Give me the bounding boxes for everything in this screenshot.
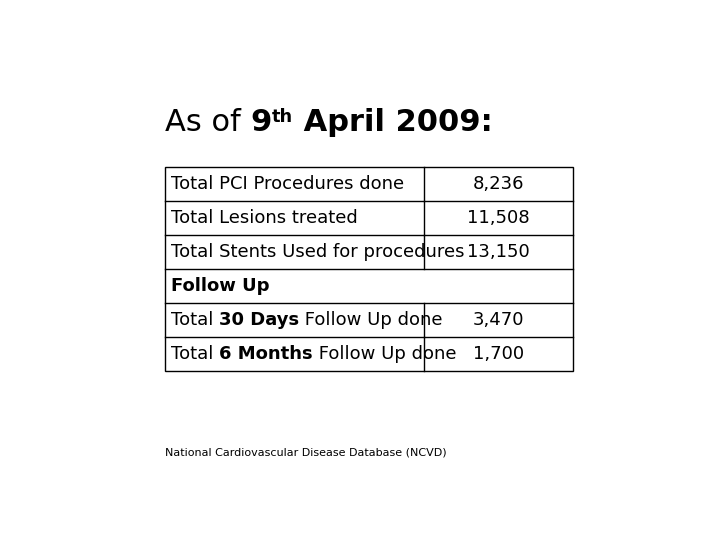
Text: Total: Total: [171, 311, 219, 329]
Text: 30 Days: 30 Days: [219, 311, 300, 329]
Text: April 2009:: April 2009:: [293, 109, 493, 137]
Text: National Cardiovascular Disease Database (NCVD): National Cardiovascular Disease Database…: [166, 448, 447, 458]
Text: 1,700: 1,700: [473, 345, 524, 363]
Text: 9: 9: [251, 109, 272, 137]
Text: 6 Months: 6 Months: [219, 345, 312, 363]
Text: Follow Up done: Follow Up done: [312, 345, 456, 363]
Text: 13,150: 13,150: [467, 243, 530, 261]
Text: Total: Total: [171, 345, 219, 363]
Text: As of: As of: [166, 109, 251, 137]
Text: 3,470: 3,470: [472, 311, 524, 329]
Text: Follow Up: Follow Up: [171, 277, 269, 295]
Text: Total Lesions treated: Total Lesions treated: [171, 209, 358, 227]
Text: 11,508: 11,508: [467, 209, 530, 227]
Text: 8,236: 8,236: [472, 175, 524, 193]
Text: Follow Up done: Follow Up done: [300, 311, 443, 329]
Text: Total PCI Procedures done: Total PCI Procedures done: [171, 175, 404, 193]
Text: th: th: [272, 108, 293, 126]
Text: Total Stents Used for procedures: Total Stents Used for procedures: [171, 243, 464, 261]
